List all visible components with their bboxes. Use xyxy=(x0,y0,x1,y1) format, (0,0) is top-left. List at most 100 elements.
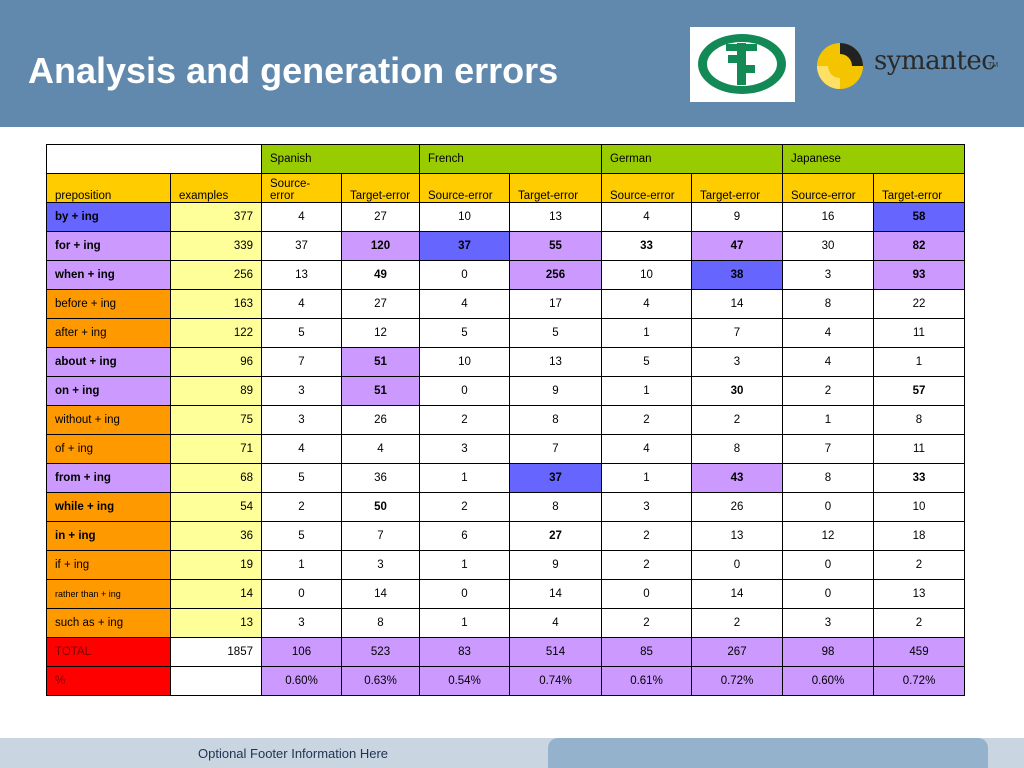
percent-value: 0.63% xyxy=(341,666,420,696)
value-cell: 2 xyxy=(691,405,783,435)
examples-cell: 54 xyxy=(170,492,262,522)
value-cell: 43 xyxy=(691,463,783,493)
value-cell: 17 xyxy=(509,289,602,319)
value-cell: 7 xyxy=(261,347,342,377)
preposition-cell: rather than + ing xyxy=(46,579,171,609)
percent-value: 0.54% xyxy=(419,666,510,696)
table-row: before + ing 163 4 27 4 17 4 14 8 22 xyxy=(46,289,965,319)
value-cell: 5 xyxy=(261,318,342,348)
percent-value: 0.74% xyxy=(509,666,602,696)
value-cell: 4 xyxy=(261,434,342,464)
value-cell: 51 xyxy=(341,376,420,406)
preposition-cell: if + ing xyxy=(46,550,171,580)
value-cell: 9 xyxy=(509,376,602,406)
value-cell: 10 xyxy=(601,260,692,290)
examples-cell: 75 xyxy=(170,405,262,435)
value-cell: 1 xyxy=(873,347,965,377)
value-cell: 38 xyxy=(691,260,783,290)
table-row: Spanish French German Japanese xyxy=(46,144,965,174)
value-cell: 5 xyxy=(261,521,342,551)
value-cell: 5 xyxy=(261,463,342,493)
total-value: 85 xyxy=(601,637,692,667)
value-cell: 58 xyxy=(873,202,965,232)
table-row: in + ing 36 5 7 6 27 2 13 12 18 xyxy=(46,521,965,551)
value-cell: 8 xyxy=(691,434,783,464)
value-cell: 37 xyxy=(261,231,342,261)
value-cell: 13 xyxy=(509,202,602,232)
value-cell: 14 xyxy=(691,579,783,609)
percent-examples xyxy=(170,666,262,696)
value-cell: 2 xyxy=(261,492,342,522)
column-header: examples xyxy=(170,173,262,203)
value-cell: 2 xyxy=(601,405,692,435)
total-value: 267 xyxy=(691,637,783,667)
table-row: about + ing 96 7 51 10 13 5 3 4 1 xyxy=(46,347,965,377)
value-cell: 13 xyxy=(691,521,783,551)
value-cell: 33 xyxy=(873,463,965,493)
total-value: 459 xyxy=(873,637,965,667)
corner-cell xyxy=(46,144,262,174)
value-cell: 4 xyxy=(601,202,692,232)
value-cell: 37 xyxy=(509,463,602,493)
preposition-cell: by + ing xyxy=(46,202,171,232)
value-cell: 4 xyxy=(341,434,420,464)
value-cell: 22 xyxy=(873,289,965,319)
value-cell: 4 xyxy=(601,289,692,319)
value-cell: 2 xyxy=(873,550,965,580)
total-label: TOTAL xyxy=(46,637,171,667)
value-cell: 3 xyxy=(261,608,342,638)
value-cell: 49 xyxy=(341,260,420,290)
examples-cell: 96 xyxy=(170,347,262,377)
column-header: Target-error xyxy=(509,173,602,203)
value-cell: 27 xyxy=(341,202,420,232)
value-cell: 3 xyxy=(782,260,874,290)
value-cell: 11 xyxy=(873,434,965,464)
symantec-globe-icon xyxy=(817,43,863,89)
value-cell: 1 xyxy=(601,376,692,406)
value-cell: 12 xyxy=(782,521,874,551)
value-cell: 4 xyxy=(261,289,342,319)
value-cell: 8 xyxy=(873,405,965,435)
examples-cell: 339 xyxy=(170,231,262,261)
value-cell: 30 xyxy=(691,376,783,406)
footer-tab xyxy=(548,738,988,768)
value-cell: 51 xyxy=(341,347,420,377)
value-cell: 0 xyxy=(261,579,342,609)
examples-cell: 14 xyxy=(170,579,262,609)
preposition-cell: about + ing xyxy=(46,347,171,377)
table-row: after + ing 122 5 12 5 5 1 7 4 11 xyxy=(46,318,965,348)
value-cell: 5 xyxy=(509,318,602,348)
table-row: if + ing 19 1 3 1 9 2 0 0 2 xyxy=(46,550,965,580)
value-cell: 120 xyxy=(341,231,420,261)
value-cell: 13 xyxy=(509,347,602,377)
value-cell: 26 xyxy=(691,492,783,522)
value-cell: 2 xyxy=(419,405,510,435)
value-cell: 3 xyxy=(691,347,783,377)
table-row: by + ing 377 4 27 10 13 4 9 16 58 xyxy=(46,202,965,232)
examples-cell: 89 xyxy=(170,376,262,406)
percent-value: 0.60% xyxy=(782,666,874,696)
percent-value: 0.72% xyxy=(873,666,965,696)
examples-cell: 163 xyxy=(170,289,262,319)
value-cell: 8 xyxy=(341,608,420,638)
value-cell: 3 xyxy=(341,550,420,580)
table-row: TOTAL 1857 106 523 83 514 85 267 98 459 xyxy=(46,637,965,667)
column-header: Target-error xyxy=(873,173,965,203)
language-header: Japanese xyxy=(782,144,965,174)
value-cell: 0 xyxy=(691,550,783,580)
preposition-cell: from + ing xyxy=(46,463,171,493)
column-header: Source-error xyxy=(261,173,342,203)
percent-value: 0.61% xyxy=(601,666,692,696)
value-cell: 9 xyxy=(691,202,783,232)
table-row: preposition examples Source-error Target-er… xyxy=(46,173,965,203)
value-cell: 6 xyxy=(419,521,510,551)
table-row: on + ing 89 3 51 0 9 1 30 2 57 xyxy=(46,376,965,406)
preposition-cell: in + ing xyxy=(46,521,171,551)
column-header: Target-error xyxy=(691,173,783,203)
percent-value: 0.60% xyxy=(261,666,342,696)
value-cell: 57 xyxy=(873,376,965,406)
examples-cell: 122 xyxy=(170,318,262,348)
value-cell: 47 xyxy=(691,231,783,261)
value-cell: 1 xyxy=(261,550,342,580)
table-row: when + ing 256 13 49 0 256 10 38 3 93 xyxy=(46,260,965,290)
